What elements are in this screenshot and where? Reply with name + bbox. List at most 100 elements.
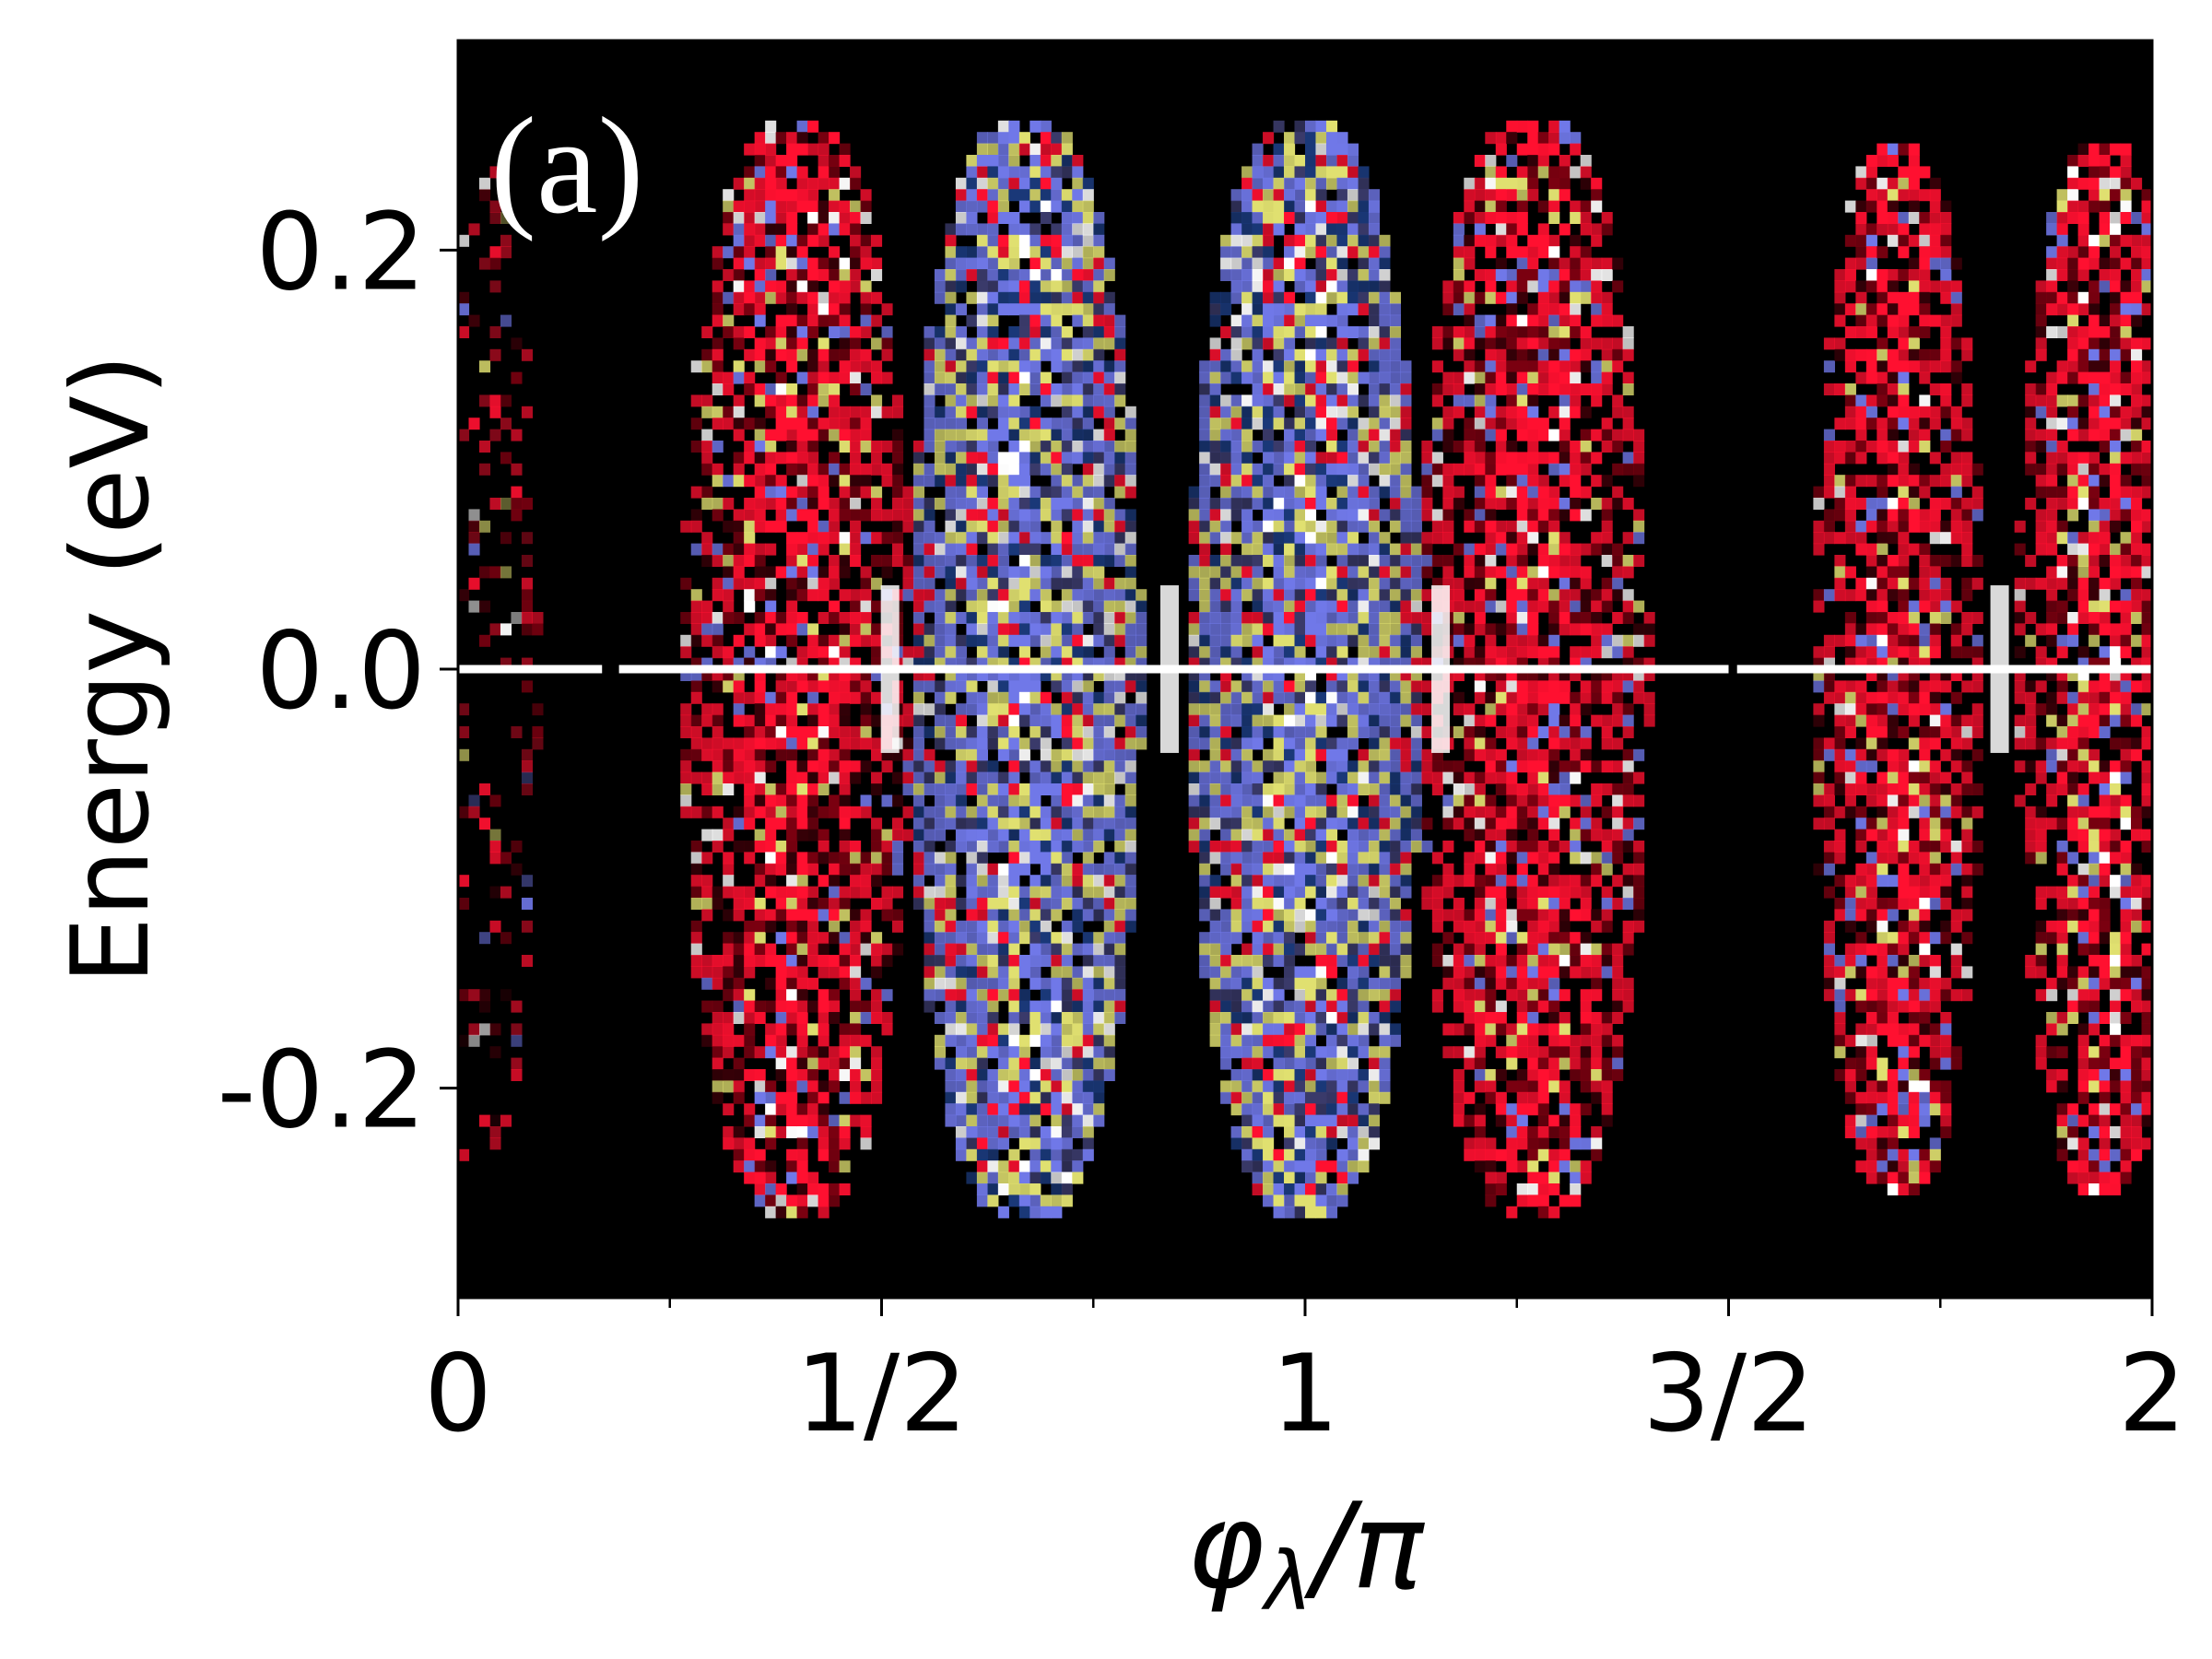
- heatmap-cell: [850, 406, 862, 418]
- heatmap-cell: [458, 303, 470, 316]
- heatmap-cell: [966, 441, 978, 453]
- heatmap-cell: [976, 383, 988, 395]
- heatmap-cell: [1421, 498, 1433, 510]
- heatmap-cell: [1273, 818, 1285, 830]
- heatmap-cell: [1209, 463, 1221, 476]
- heatmap-cell: [1082, 714, 1094, 727]
- heatmap-cell: [1124, 509, 1136, 522]
- heatmap-cell: [829, 1080, 841, 1093]
- heatmap-cell: [786, 406, 798, 418]
- heatmap-cell: [712, 737, 724, 750]
- heatmap-cell: [1325, 132, 1338, 145]
- heatmap-cell: [1030, 348, 1041, 361]
- heatmap-cell: [1082, 806, 1094, 818]
- heatmap-cell: [1485, 246, 1497, 259]
- heatmap-cell: [1336, 852, 1348, 865]
- heatmap-cell: [1061, 1000, 1073, 1013]
- heatmap-cell: [1093, 691, 1105, 704]
- heatmap-cell: [1230, 589, 1242, 602]
- heatmap-cell: [1082, 429, 1094, 441]
- heatmap-cell: [1241, 1114, 1253, 1127]
- heatmap-cell: [1135, 600, 1147, 613]
- heatmap-cell: [1453, 291, 1465, 304]
- heatmap-cell: [1379, 691, 1391, 704]
- heatmap-cell: [945, 989, 957, 1002]
- heatmap-cell: [912, 680, 925, 693]
- heatmap-cell: [1051, 452, 1063, 465]
- heatmap-cell: [1410, 543, 1422, 556]
- heatmap-cell: [1379, 1080, 1391, 1093]
- heatmap-cell: [891, 429, 904, 441]
- heatmap-cell: [723, 646, 735, 659]
- heatmap-cell: [1030, 303, 1041, 316]
- heatmap-cell: [690, 509, 702, 522]
- heatmap-cell: [1220, 486, 1232, 499]
- heatmap-cell: [850, 841, 862, 853]
- heatmap-cell: [829, 348, 841, 361]
- heatmap-cell: [1008, 132, 1020, 145]
- heatmap-cell: [1453, 726, 1465, 738]
- heatmap-cell: [1315, 1126, 1327, 1138]
- heatmap-cell: [839, 212, 851, 224]
- heatmap-cell: [1305, 120, 1317, 133]
- heatmap-cell: [1114, 348, 1126, 361]
- heatmap-cell: [829, 714, 841, 727]
- heatmap-cell: [1072, 246, 1084, 259]
- heatmap-cell: [1284, 532, 1296, 545]
- heatmap-cell: [1400, 600, 1412, 613]
- heatmap-cell: [976, 1000, 988, 1013]
- heatmap-cell: [1474, 441, 1486, 453]
- heatmap-cell: [1030, 1057, 1041, 1070]
- heatmap-cell: [1294, 212, 1306, 224]
- heatmap-cell: [1030, 577, 1041, 590]
- heatmap-cell: [945, 737, 957, 750]
- heatmap-cell: [1018, 246, 1030, 259]
- heatmap-cell: [1389, 737, 1401, 750]
- heatmap-cell: [912, 794, 925, 807]
- heatmap-cell: [839, 829, 851, 841]
- heatmap-cell: [765, 1206, 777, 1218]
- heatmap-cell: [1040, 291, 1052, 304]
- heatmap-cell: [966, 337, 978, 350]
- heatmap-cell: [839, 406, 851, 418]
- heatmap-cell: [1442, 406, 1454, 418]
- heatmap-cell: [945, 943, 957, 956]
- heatmap-cell: [1103, 646, 1115, 659]
- heatmap-cell: [1082, 966, 1094, 979]
- heatmap-cell: [1030, 246, 1041, 259]
- heatmap-cell: [786, 166, 798, 179]
- heatmap-cell: [850, 360, 862, 373]
- heatmap-cell: [1103, 920, 1115, 933]
- heatmap-cell: [1061, 1103, 1073, 1116]
- heatmap-cell: [839, 966, 851, 979]
- heatmap-cell: [1464, 714, 1476, 727]
- heatmap-cell: [1199, 360, 1211, 373]
- heatmap-cell: [1347, 691, 1359, 704]
- heatmap-cell: [976, 348, 988, 361]
- heatmap-cell: [912, 555, 925, 567]
- heatmap-cell: [1199, 463, 1211, 476]
- heatmap-cell: [945, 726, 957, 738]
- heatmap-cell: [1273, 1023, 1285, 1036]
- heatmap-cell: [1263, 520, 1275, 533]
- heatmap-cell: [1294, 966, 1306, 979]
- heatmap-cell: [1199, 383, 1211, 395]
- heatmap-cell: [1051, 783, 1063, 795]
- heatmap-cell: [1368, 418, 1381, 430]
- heatmap-cell: [807, 737, 819, 750]
- heatmap-cell: [1051, 634, 1063, 647]
- heatmap-cell: [1294, 612, 1306, 624]
- heatmap-cell: [1093, 794, 1105, 807]
- heatmap-cell: [1220, 1023, 1232, 1036]
- heatmap-cell: [712, 498, 724, 510]
- heatmap-cell: [1093, 943, 1105, 956]
- heatmap-cell: [1464, 977, 1476, 990]
- heatmap-cell: [976, 132, 988, 145]
- heatmap-cell: [1072, 166, 1084, 179]
- heatmap-cell: [1485, 486, 1497, 499]
- heatmap-cell: [807, 771, 819, 784]
- heatmap-cell: [786, 829, 798, 841]
- heatmap-cell: [1442, 806, 1454, 818]
- heatmap-cell: [1008, 829, 1020, 841]
- heatmap-cell: [1336, 760, 1348, 773]
